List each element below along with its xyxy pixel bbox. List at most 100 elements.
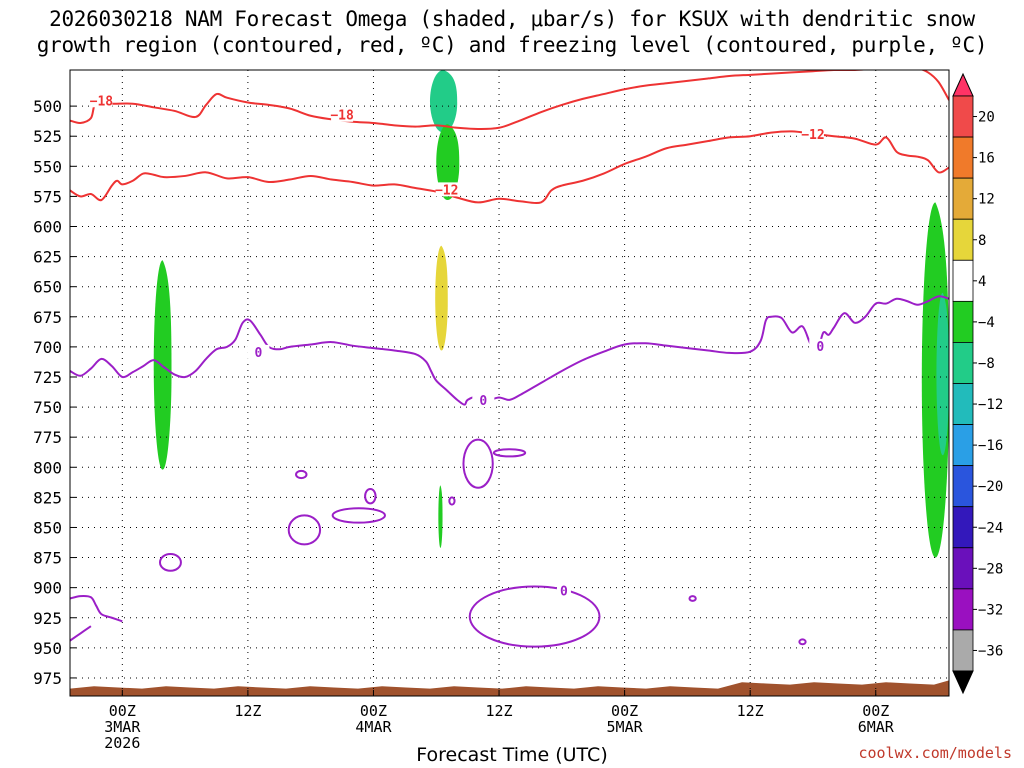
omega-region-2 xyxy=(436,124,460,201)
colorbar-label-0: 20 xyxy=(978,110,995,126)
contour-label-bg xyxy=(435,182,458,197)
x-tick-label-4-0: 00Z xyxy=(611,702,638,720)
zero-loop-6 xyxy=(462,438,494,489)
colorbar-bottom-arrow xyxy=(952,670,974,695)
contour-label-bg xyxy=(472,393,495,408)
colorbar-bin-6 xyxy=(952,300,974,343)
x-tick-label-0-0: 00Z xyxy=(109,702,136,720)
y-tick-label-4: 600 xyxy=(33,218,62,237)
colorbar-bin-14 xyxy=(952,629,974,672)
y-axis: 500 525 550 575 600 625 650 675 700 725 750 775 800 8… xyxy=(33,97,76,688)
contour-label-bg xyxy=(801,127,824,142)
y-tick-label-11: 775 xyxy=(33,428,62,447)
y-tick-label-18: 950 xyxy=(33,639,62,658)
colorbar-label-8: −16 xyxy=(978,438,1003,454)
zero-loop-9 xyxy=(688,595,697,602)
contour-label--12C-0: −12 xyxy=(435,183,458,198)
y-tick-label-17: 925 xyxy=(33,609,62,628)
colorbar-bin-12 xyxy=(952,547,974,590)
contour-layer xyxy=(70,70,949,648)
y-tick-label-6: 650 xyxy=(33,278,62,297)
colorbar-bin-2 xyxy=(952,136,974,179)
colorbar-label-2: 12 xyxy=(978,192,995,208)
y-tick-label-13: 825 xyxy=(33,488,62,507)
x-tick-label-1-0: 12Z xyxy=(234,702,261,720)
colorbar-top-arrow xyxy=(952,72,974,97)
zero-open-contour-1 xyxy=(70,625,92,642)
x-tick-label-2-1: 4MAR xyxy=(355,718,392,736)
contour-label-bg xyxy=(90,93,113,108)
colorbar-bin-3 xyxy=(952,177,974,220)
contour-label-0C-loop: 0 xyxy=(560,584,568,599)
x-tick-label-4-1: 5MAR xyxy=(607,718,644,736)
zero-open-contour-0 xyxy=(70,594,123,623)
contour-label--18C-0: −18 xyxy=(90,94,114,109)
contour-label--18C-1: −18 xyxy=(330,109,354,124)
chart-title: 2026030218 NAM Forecast Omega (shaded, μ… xyxy=(36,7,988,57)
terrain-band xyxy=(70,680,949,696)
y-tick-label-5: 625 xyxy=(33,248,62,267)
x-tick-label-0-1: 3MAR xyxy=(104,718,141,736)
colorbar-bin-7 xyxy=(952,342,974,384)
credit-text: coolwx.com/models xyxy=(858,744,1012,762)
contour-label-0C-2: 0 xyxy=(816,340,824,355)
contour-label-layer: −18 −18 −12 −12 0 0 0 0 xyxy=(90,93,832,599)
terrain-layer xyxy=(70,680,949,696)
contour-label-bg xyxy=(809,338,832,353)
contour-label-bg xyxy=(247,344,270,359)
colorbar-label-6: −8 xyxy=(978,356,995,372)
y-tick-label-1: 525 xyxy=(33,127,62,146)
colorbar-label-7: −12 xyxy=(978,397,1003,413)
contour--18C xyxy=(70,70,949,130)
omega-region-3 xyxy=(435,245,448,351)
y-tick-label-12: 800 xyxy=(33,458,62,477)
colorbar-label-5: −4 xyxy=(978,315,995,331)
omega-shading-layer xyxy=(153,70,949,558)
colorbar-label-11: −28 xyxy=(978,561,1003,577)
zero-loop-7 xyxy=(492,448,527,458)
colorbar-bin-8 xyxy=(952,383,974,425)
y-tick-label-3: 575 xyxy=(33,187,62,206)
y-tick-label-16: 900 xyxy=(33,579,62,598)
omega-region-4 xyxy=(438,485,443,548)
colorbar-bin-11 xyxy=(952,506,974,549)
x-tick-label-2-0: 00Z xyxy=(360,702,387,720)
y-tick-label-15: 875 xyxy=(33,549,62,568)
contour-label-bg xyxy=(556,583,571,598)
zero-loop-3 xyxy=(364,487,377,505)
zero-loop-0 xyxy=(158,552,182,572)
contour-label-bg xyxy=(331,107,354,122)
contour-label--12C-1: −12 xyxy=(801,128,824,143)
x-axis-title: Forecast Time (UTC) xyxy=(416,744,608,766)
colorbar-bin-4 xyxy=(952,218,974,261)
colorbar-label-1: 16 xyxy=(978,151,995,167)
x-tick-label-3-0: 12Z xyxy=(485,702,512,720)
y-tick-label-19: 975 xyxy=(33,669,62,688)
plot-frame xyxy=(69,69,950,697)
omega-region-5 xyxy=(921,202,949,558)
colorbar-label-4: 4 xyxy=(978,274,986,290)
colorbar-label-13: −36 xyxy=(978,643,1003,659)
omega-region-1 xyxy=(429,70,458,133)
colorbar-label-12: −32 xyxy=(978,602,1003,618)
x-tick-label-0-2: 2026 xyxy=(104,734,140,752)
x-tick-label-5-0: 12Z xyxy=(737,702,764,720)
colorbar-label-10: −24 xyxy=(978,520,1003,536)
y-tick-label-10: 750 xyxy=(33,398,62,417)
zero-loop-8 xyxy=(468,585,601,648)
omega-region-6 xyxy=(936,292,949,456)
grid-layer xyxy=(70,70,949,696)
colorbar-bin-10 xyxy=(952,465,974,508)
y-tick-label-0: 500 xyxy=(33,97,62,116)
zero-loop-10 xyxy=(798,638,807,646)
y-tick-label-7: 675 xyxy=(33,308,62,327)
zero-loop-1 xyxy=(287,514,322,546)
colorbar-label-3: 8 xyxy=(978,233,986,249)
y-tick-label-14: 850 xyxy=(33,518,62,537)
contour--12C xyxy=(70,130,949,205)
zero-loop-5 xyxy=(448,496,456,506)
colorbar-bin-5 xyxy=(952,259,974,302)
x-tick-label-6-1: 6MAR xyxy=(858,718,895,736)
